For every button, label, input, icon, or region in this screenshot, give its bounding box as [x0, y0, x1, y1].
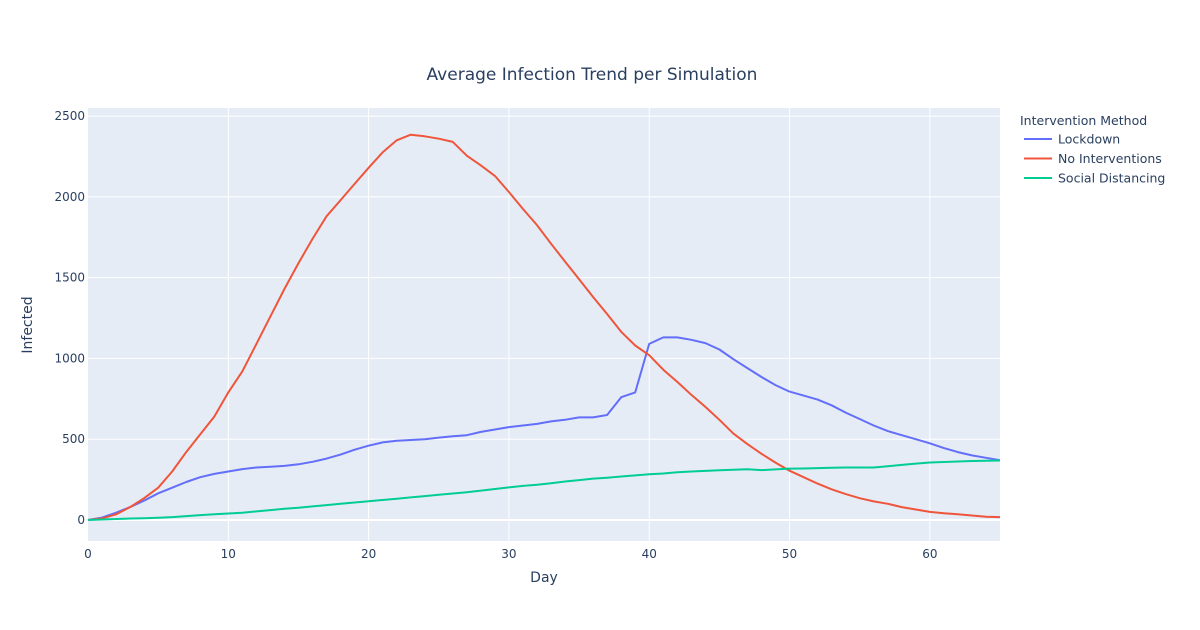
legend-label: Social Distancing	[1058, 171, 1165, 186]
legend-item-no-interventions[interactable]: No Interventions	[1024, 151, 1162, 166]
x-tick-label: 40	[642, 547, 657, 561]
series-lines	[87, 133, 1001, 521]
legend-label: Lockdown	[1058, 132, 1120, 147]
x-tick-label: 0	[84, 547, 92, 561]
x-axis-title: Day	[530, 570, 558, 586]
x-axis-ticks: 0 10 20 30 40 50 60	[84, 547, 937, 561]
legend: Intervention Method Lockdown No Intervent…	[1020, 113, 1165, 186]
chart-title: Average Infection Trend per Simulation	[427, 65, 758, 85]
x-tick-label: 10	[221, 547, 236, 561]
y-axis-title: Infected	[20, 296, 36, 353]
x-tick-label: 30	[501, 547, 516, 561]
gridlines	[88, 108, 1000, 541]
series-line-lockdown	[87, 336, 1001, 521]
legend-label: No Interventions	[1058, 151, 1162, 166]
x-tick-label: 50	[782, 547, 797, 561]
plot-background	[88, 108, 1000, 541]
y-axis-ticks: 0 500 1000 1500 2000 2500	[54, 109, 85, 527]
x-tick-label: 60	[922, 547, 937, 561]
y-tick-label: 2500	[54, 109, 85, 123]
series-line-social-distancing	[87, 459, 1001, 521]
series-line-no-interventions	[87, 133, 1001, 521]
x-tick-label: 20	[361, 547, 376, 561]
y-tick-label: 500	[62, 432, 85, 446]
legend-title: Intervention Method	[1020, 113, 1147, 128]
legend-item-social-distancing[interactable]: Social Distancing	[1024, 171, 1165, 186]
y-tick-label: 2000	[54, 190, 85, 204]
y-tick-label: 0	[77, 513, 85, 527]
legend-item-lockdown[interactable]: Lockdown	[1024, 132, 1120, 147]
y-tick-label: 1500	[54, 271, 85, 285]
y-tick-label: 1000	[54, 351, 85, 365]
